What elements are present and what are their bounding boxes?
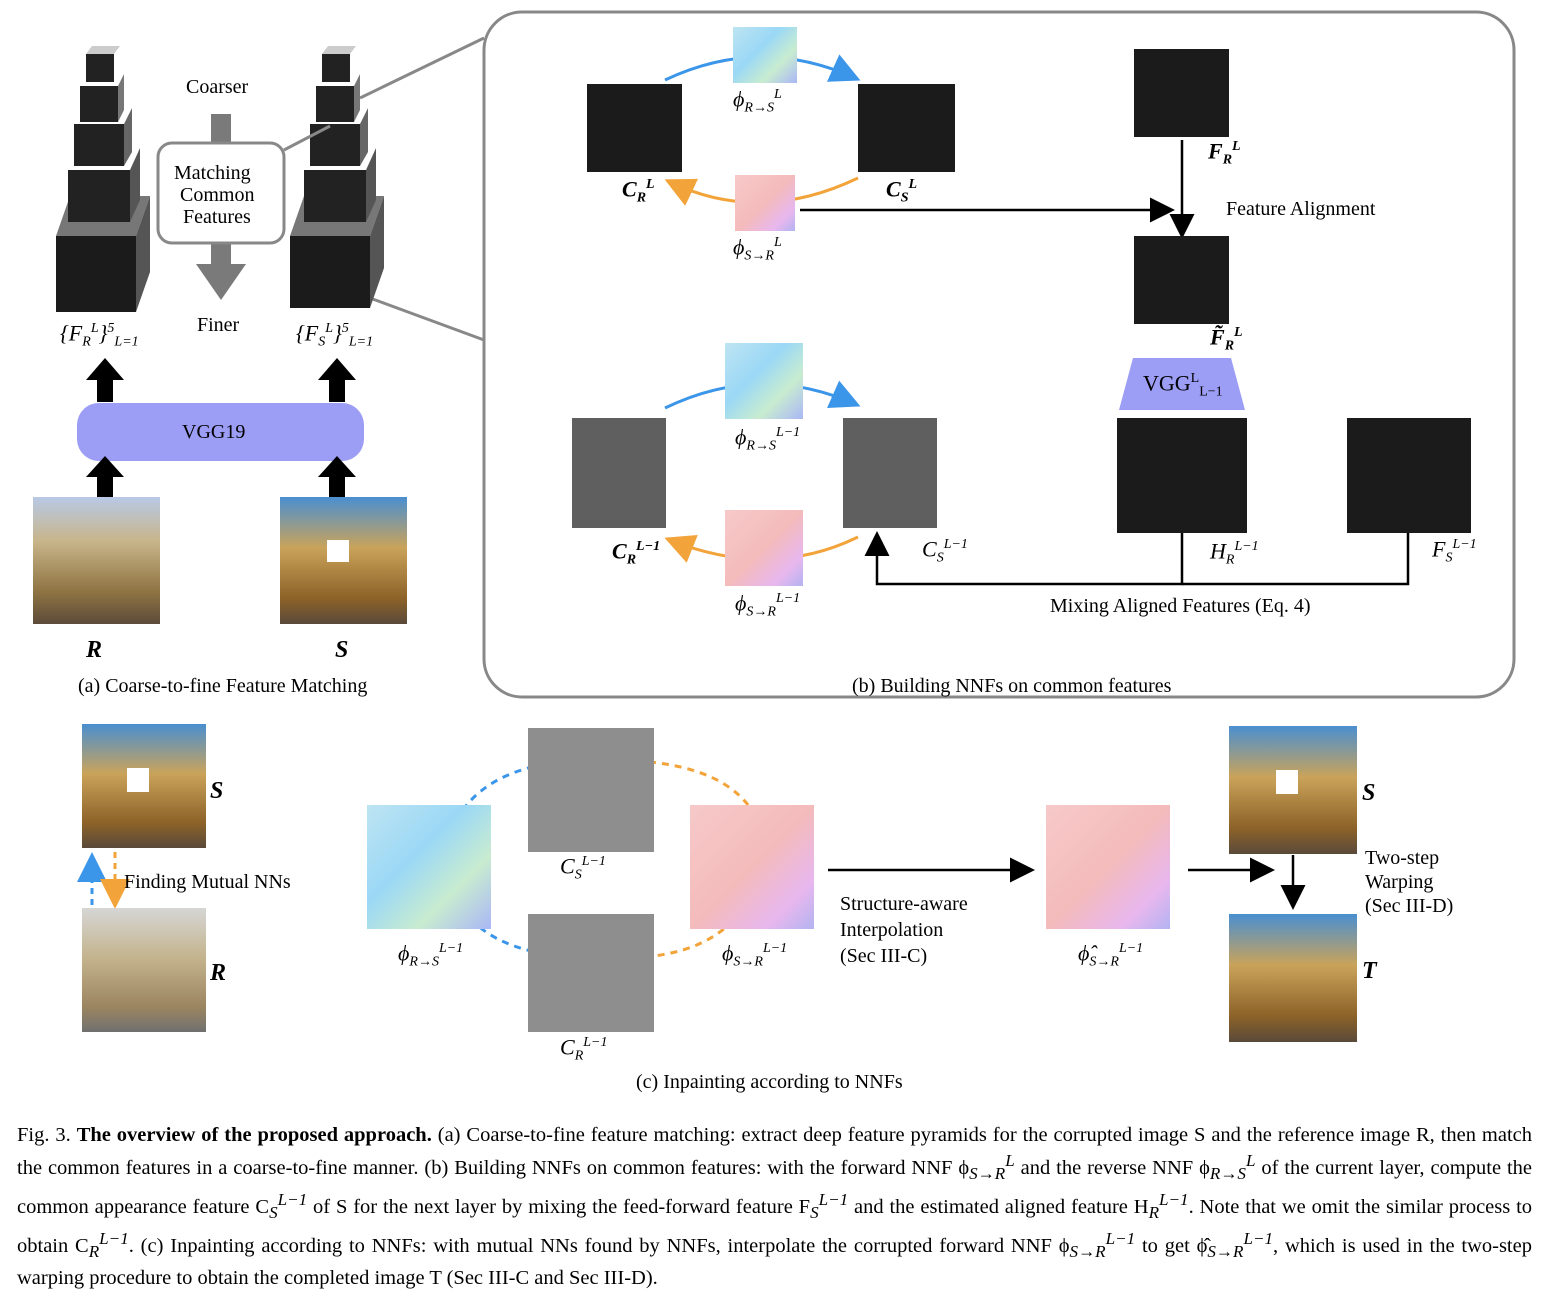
phi-s-r-l-label: ϕS→RL bbox=[733, 234, 782, 264]
c-s-l-feature bbox=[858, 84, 955, 172]
twostep-label-2: Warping bbox=[1365, 871, 1434, 893]
mixing-label: Mixing Aligned Features (Eq. 4) bbox=[1050, 595, 1311, 617]
phi-r-s-l1-label: ϕR→SL−1 bbox=[735, 424, 801, 454]
c-c-r-label: CRL−1 bbox=[560, 1034, 608, 1064]
f-r-tilde-label: F̃RL bbox=[1210, 324, 1243, 354]
nnf-r-to-s-l1 bbox=[725, 343, 803, 419]
fr-set-label: {FRL}5L=1 bbox=[60, 320, 139, 350]
c-t-label: T bbox=[1362, 958, 1377, 984]
reference-image-r bbox=[33, 497, 160, 624]
c-s-l1-label: CSL−1 bbox=[922, 536, 968, 566]
phi-r-s-l-label: ϕR→SL bbox=[733, 86, 782, 116]
vgg-trapezoid bbox=[1119, 358, 1245, 410]
corrupted-image-s bbox=[280, 497, 407, 624]
panel-c-caption: (c) Inpainting according to NNFs bbox=[636, 1071, 903, 1093]
phi-s-r-l1-label: ϕS→RL−1 bbox=[735, 590, 801, 620]
f-s-l1-label: FSL−1 bbox=[1432, 536, 1477, 566]
f-r-l-feature bbox=[1134, 49, 1229, 137]
c-r-l1-feature bbox=[572, 418, 666, 528]
matching-label-3: Features bbox=[183, 206, 251, 228]
c-nnf-r-to-s bbox=[367, 805, 491, 929]
hole-mask bbox=[327, 540, 349, 562]
hole-mask bbox=[1276, 770, 1298, 794]
panel-b-frame bbox=[482, 10, 1516, 699]
mutual-nn-s-image bbox=[82, 724, 206, 848]
nnf-s-to-r-l1 bbox=[725, 510, 803, 586]
matching-box bbox=[156, 141, 286, 245]
matching-label-1: Matching bbox=[174, 162, 251, 184]
f-s-l1-feature bbox=[1347, 418, 1471, 533]
c-c-r-image bbox=[528, 914, 654, 1032]
vgg19-bar bbox=[77, 403, 364, 461]
h-r-l1-feature bbox=[1117, 418, 1247, 533]
panel-a-caption: (a) Coarse-to-fine Feature Matching bbox=[78, 675, 368, 697]
c-c-s-label: CSL−1 bbox=[560, 853, 606, 883]
feature-pyramid-s bbox=[290, 46, 384, 308]
c-r-l-label: CRL bbox=[622, 176, 655, 206]
structure-label-3: (Sec III-C) bbox=[840, 945, 928, 967]
c-phi-hat-label: ϕ̂S→RL−1 bbox=[1078, 940, 1144, 970]
h-r-l1-label: HRL−1 bbox=[1210, 538, 1259, 568]
c-t-image bbox=[1229, 914, 1357, 1042]
figure-caption: Fig. 3. The overview of the proposed app… bbox=[17, 1124, 1533, 1289]
finer-label: Finer bbox=[197, 314, 240, 336]
c-c-s-image bbox=[528, 728, 654, 852]
c-phi-r-s-label: ϕR→SL−1 bbox=[398, 940, 464, 970]
matching-label-2: Common bbox=[180, 184, 255, 206]
c-r-l-feature bbox=[587, 84, 682, 172]
c-nnf-s-to-r bbox=[690, 805, 814, 929]
c-s-label: S bbox=[210, 778, 224, 804]
c-phi-s-r-label: ϕS→RL−1 bbox=[722, 940, 788, 970]
coarser-label: Coarser bbox=[186, 76, 249, 98]
c-s-l-label: CSL bbox=[886, 176, 918, 206]
mutual-nn-r-image bbox=[82, 908, 206, 1032]
feature-pyramid-r bbox=[56, 46, 150, 312]
f-r-l-label: FRL bbox=[1208, 138, 1241, 168]
s-label: S bbox=[335, 637, 349, 663]
c-nnf-hat-s-to-r bbox=[1046, 805, 1170, 929]
hole-mask bbox=[127, 768, 149, 792]
f-r-tilde-feature bbox=[1134, 236, 1229, 324]
fs-set-label: {FSL}5L=1 bbox=[296, 320, 374, 350]
c-s-image bbox=[1229, 726, 1357, 854]
twostep-label-1: Two-step bbox=[1365, 847, 1440, 869]
structure-label-2: Interpolation bbox=[840, 919, 944, 941]
nnf-r-to-s-l bbox=[733, 27, 797, 83]
r-label: R bbox=[86, 637, 103, 663]
nnf-s-to-r-l bbox=[735, 175, 795, 231]
twostep-label-3: (Sec III-D) bbox=[1365, 895, 1454, 917]
c-s-l1-feature bbox=[843, 418, 937, 528]
structure-label-1: Structure-aware bbox=[840, 893, 968, 915]
c-s2-label: S bbox=[1362, 780, 1376, 806]
feature-alignment-label: Feature Alignment bbox=[1226, 198, 1376, 220]
panel-b-caption: (b) Building NNFs on common features bbox=[852, 675, 1172, 697]
finding-mutual-nns-label: Finding Mutual NNs bbox=[124, 871, 291, 893]
c-r-label: R bbox=[210, 960, 227, 986]
c-r-l1-label: CRL−1 bbox=[612, 538, 661, 568]
vgg19-label: VGG19 bbox=[182, 421, 246, 443]
vgg-l-label: VGGLL−1 bbox=[1143, 370, 1223, 400]
